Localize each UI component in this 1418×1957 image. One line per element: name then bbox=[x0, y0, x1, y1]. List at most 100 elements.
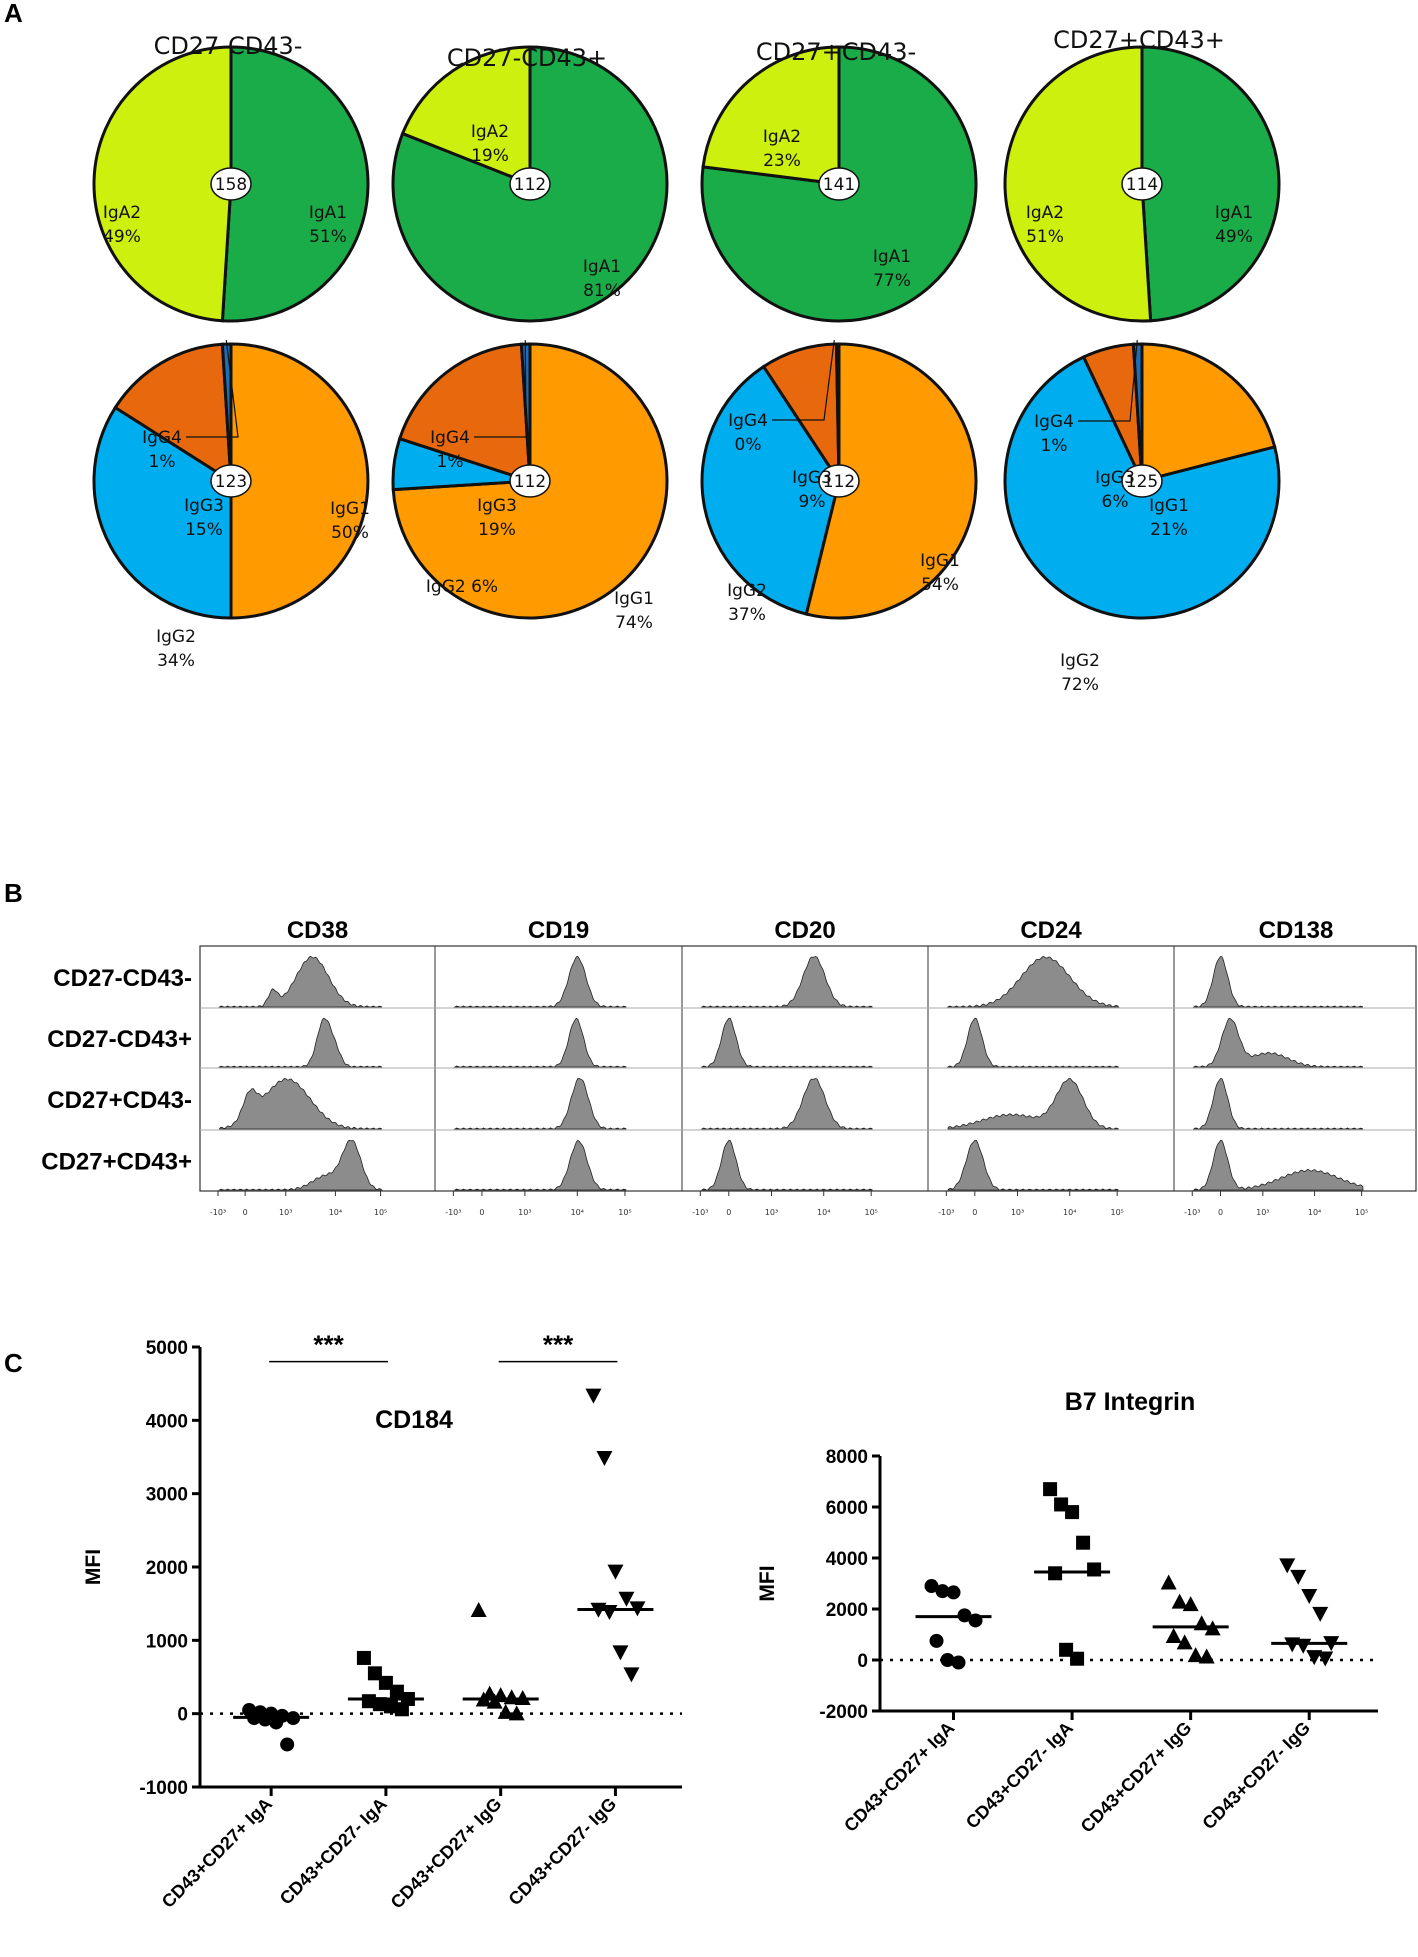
pie-slice-name-label: IgA2 bbox=[471, 122, 509, 142]
histogram-marker-cd19: CD19 bbox=[528, 917, 589, 944]
histogram-x-tick-label: 10³ bbox=[1256, 1208, 1269, 1217]
y-tick-label: 1000 bbox=[146, 1631, 188, 1652]
pie-slice-pct-label: 51% bbox=[309, 227, 347, 247]
pie-slice-name-label: IgA2 bbox=[1026, 203, 1064, 223]
y-tick-label: 0 bbox=[177, 1705, 188, 1726]
histogram-x-tick-label: 10⁵ bbox=[1110, 1208, 1123, 1217]
histogram-cd19-row-0 bbox=[453, 955, 627, 1008]
data-point bbox=[1076, 1535, 1091, 1550]
pie-slice-igg-1-igg3 bbox=[397, 342, 532, 484]
pie-slice-name-label: IgG2 bbox=[1060, 651, 1100, 671]
histogram-cd24-row-3 bbox=[947, 1139, 1119, 1191]
data-point bbox=[607, 1564, 624, 1580]
data-point bbox=[378, 1675, 393, 1690]
data-point bbox=[389, 1684, 404, 1699]
histogram-x-tick-label: 10⁵ bbox=[618, 1208, 631, 1217]
histogram-cd38-row-3 bbox=[218, 1139, 384, 1191]
pie-slice-name-label: IgA1 bbox=[583, 257, 621, 277]
y-tick-label: 3000 bbox=[146, 1485, 188, 1506]
data-point bbox=[612, 1645, 629, 1661]
pie-slice-pct-label: 34% bbox=[157, 651, 195, 671]
x-category-label: CD43+CD27+ IgA bbox=[158, 1794, 276, 1912]
pie-slice-pct-label: 6% bbox=[1102, 492, 1129, 512]
data-point bbox=[1043, 1482, 1058, 1497]
pie-slice-pct-label: 74% bbox=[615, 613, 653, 633]
data-point bbox=[935, 1584, 950, 1599]
pie-center-count: 114 bbox=[1126, 175, 1158, 195]
cd184-dot-plot: CD184 -1000 0 1000 2000 3000 4000 5000 MFI CD43+C… bbox=[82, 1330, 682, 1913]
pie-center-count: 112 bbox=[514, 472, 546, 492]
pie-center-badge bbox=[818, 167, 860, 201]
data-point bbox=[1182, 1596, 1199, 1612]
y-tick-label: 5000 bbox=[146, 1338, 188, 1359]
x-category-label: CD43+CD27- IgG bbox=[1198, 1718, 1314, 1834]
pie-slice-iga-3-iga1 bbox=[1140, 45, 1281, 323]
histogram-x-tick-label: 10⁵ bbox=[1355, 1208, 1368, 1217]
pie-center-badge bbox=[1121, 167, 1163, 201]
histogram-marker-cd20: CD20 bbox=[774, 917, 835, 944]
pie-slice-igg-3-igg4 bbox=[1131, 342, 1144, 482]
pie-slice-name-label: IgG3 bbox=[792, 468, 832, 488]
pie-slice-pct-label: 50% bbox=[331, 523, 369, 543]
pie-slice-name-label: IgG1 bbox=[330, 499, 370, 519]
histogram-row-label: CD27+CD43- bbox=[47, 1087, 192, 1114]
histogram-x-tick-label: 10³ bbox=[518, 1208, 531, 1217]
histogram-row-label: CD27-CD43+ bbox=[47, 1026, 192, 1053]
pie-slice-pct-label: 51% bbox=[1026, 227, 1064, 247]
data-point bbox=[1176, 1634, 1193, 1650]
histogram-x-tick-label: 10⁵ bbox=[864, 1208, 877, 1217]
data-point bbox=[601, 1605, 618, 1620]
histogram-x-tick-label: 0 bbox=[479, 1208, 484, 1217]
pie-slice-pct-label: 37% bbox=[728, 605, 766, 625]
pie-center-count: 123 bbox=[215, 472, 247, 492]
data-point bbox=[1306, 1650, 1323, 1666]
histogram-x-tick-label: 0 bbox=[972, 1208, 977, 1217]
data-point bbox=[929, 1633, 944, 1648]
y-axis-label: MFI bbox=[82, 1549, 105, 1585]
y-axis-label: MFI bbox=[756, 1565, 779, 1601]
pie-slice-name-label: IgA2 bbox=[103, 203, 141, 223]
significance-label: *** bbox=[313, 1330, 344, 1360]
histogram-cd20-row-3 bbox=[700, 1139, 873, 1191]
data-point bbox=[394, 1702, 409, 1717]
y-tick-label: -2000 bbox=[819, 1702, 868, 1723]
histogram-x-tick-label: 10⁴ bbox=[329, 1208, 342, 1217]
histogram-x-tick-label: 0 bbox=[1218, 1208, 1223, 1217]
y-tick-label: -1000 bbox=[139, 1778, 188, 1799]
igg4-leader-line bbox=[772, 340, 835, 421]
igg4-leader-line bbox=[186, 340, 239, 438]
histogram-cd38-row-2 bbox=[219, 1077, 383, 1130]
histogram-cd38-row-1 bbox=[218, 1017, 383, 1068]
pie-slice-name-label: IgG4 bbox=[728, 411, 768, 431]
histogram-cd138-row-0 bbox=[1192, 955, 1364, 1008]
panel-letter-c: C bbox=[4, 1348, 23, 1378]
pie-slice-iga-2-iga2 bbox=[701, 45, 841, 186]
histogram-x-tick-label: -10³ bbox=[445, 1208, 461, 1217]
histogram-row-label: CD27+CD43+ bbox=[41, 1149, 192, 1176]
dot-plot-title: B7 Integrin bbox=[1065, 1388, 1196, 1416]
data-point bbox=[1279, 1558, 1296, 1574]
pie-slice-pct-label: 49% bbox=[1215, 227, 1253, 247]
pie-slice-name-label: IgG4 bbox=[430, 428, 470, 448]
histogram-x-tick-label: 10⁴ bbox=[1063, 1208, 1076, 1217]
data-point bbox=[1070, 1651, 1085, 1666]
data-point bbox=[946, 1585, 961, 1600]
y-tick-label: 4000 bbox=[826, 1549, 868, 1570]
pie-slice-name-label: IgG3 bbox=[477, 496, 517, 516]
igg4-leader-line bbox=[474, 340, 527, 438]
histogram-x-tick-label: 10³ bbox=[1011, 1208, 1024, 1217]
pie-title: CD27+CD43+ bbox=[1053, 26, 1225, 54]
histogram-cd24-row-0 bbox=[946, 955, 1120, 1008]
data-point bbox=[618, 1591, 635, 1607]
data-point bbox=[1087, 1562, 1102, 1577]
pie-center-badge bbox=[210, 464, 252, 498]
histogram-cd24-row-2 bbox=[947, 1077, 1119, 1130]
data-point bbox=[356, 1650, 371, 1665]
data-point bbox=[503, 1689, 520, 1705]
igg4-leader-line bbox=[1078, 340, 1138, 422]
histogram-cd38-row-0 bbox=[218, 955, 383, 1008]
pie-center-count: 158 bbox=[215, 175, 247, 195]
histogram-cd19-row-3 bbox=[453, 1139, 627, 1191]
data-point bbox=[508, 1705, 525, 1721]
data-point bbox=[1317, 1651, 1334, 1667]
